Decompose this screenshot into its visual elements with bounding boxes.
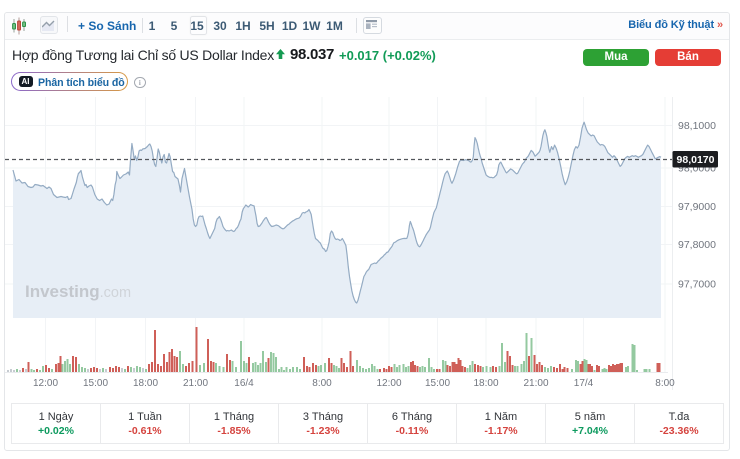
svg-text:12:00: 12:00	[33, 378, 58, 389]
svg-text:12:00: 12:00	[376, 378, 401, 389]
svg-text:18:00: 18:00	[473, 378, 498, 389]
svg-text:98,0170: 98,0170	[677, 154, 715, 166]
svg-text:17/4: 17/4	[574, 378, 594, 389]
svg-text:16/4: 16/4	[234, 378, 254, 389]
svg-text:Investing.com: Investing.com	[25, 282, 131, 301]
svg-text:97,7000: 97,7000	[678, 279, 716, 291]
svg-text:18:00: 18:00	[133, 378, 158, 389]
svg-text:8:00: 8:00	[312, 378, 332, 389]
svg-text:21:00: 21:00	[183, 378, 208, 389]
svg-text:98,1000: 98,1000	[678, 120, 716, 132]
svg-text:97,8000: 97,8000	[678, 239, 716, 251]
svg-text:15:00: 15:00	[425, 378, 450, 389]
svg-text:15:00: 15:00	[83, 378, 108, 389]
svg-text:21:00: 21:00	[523, 378, 548, 389]
svg-text:8:00: 8:00	[655, 378, 675, 389]
svg-text:97,9000: 97,9000	[678, 201, 716, 213]
